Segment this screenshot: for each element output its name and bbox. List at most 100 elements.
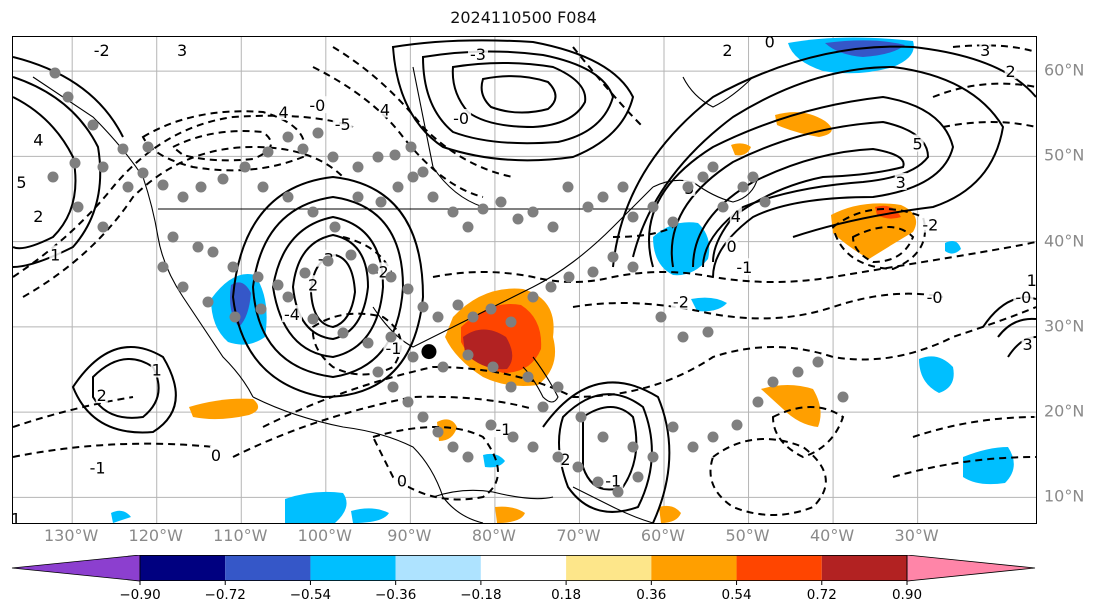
station-dot xyxy=(402,283,414,295)
station-dot xyxy=(372,151,384,163)
contour-label-bg xyxy=(307,96,328,114)
station-dot xyxy=(677,331,689,343)
contour-label: 4 xyxy=(33,130,43,149)
contour-label-bg xyxy=(15,172,28,190)
colorbar-tick-label: −0.72 xyxy=(204,587,246,603)
station-dot xyxy=(607,251,619,263)
station-dot xyxy=(462,349,474,361)
contour-label-bg xyxy=(1013,288,1034,306)
contour-label: 0 xyxy=(211,446,221,465)
station-dot xyxy=(597,431,609,443)
colorbar-extend-high xyxy=(906,555,1036,582)
contour-label-bg xyxy=(49,245,62,263)
colorbar-tick-label: 0.90 xyxy=(891,587,923,603)
station-dot xyxy=(72,201,84,213)
contour-label-bg xyxy=(920,215,941,233)
station-dot xyxy=(262,146,274,158)
station-dot xyxy=(667,216,679,228)
station-dot xyxy=(217,173,229,185)
latitude-label: 50°N xyxy=(1044,145,1085,165)
station-dot xyxy=(255,303,267,315)
longitude-label: 80°W xyxy=(471,526,516,545)
solid-contours xyxy=(13,39,1036,523)
station-dot xyxy=(157,179,169,191)
colorbar-tick-label: 0.72 xyxy=(806,587,837,603)
station-dot xyxy=(329,221,341,233)
station-dot xyxy=(487,361,499,373)
station-dot xyxy=(69,157,81,169)
contour-label-bg xyxy=(729,207,742,225)
station-dot xyxy=(137,167,149,179)
contour-label-bg xyxy=(894,172,907,190)
station-dot xyxy=(177,281,189,293)
latitude-label: 60°N xyxy=(1044,60,1085,80)
contour-label: 1 xyxy=(152,361,162,380)
contour-label: -2 xyxy=(94,41,110,60)
station-dot xyxy=(257,181,269,193)
colorbar-segment xyxy=(395,555,481,581)
storm-center-marker xyxy=(421,344,437,360)
station-dot xyxy=(297,143,309,155)
contour-label: -3 xyxy=(470,45,486,64)
station-dot xyxy=(627,261,639,273)
station-dots xyxy=(47,67,849,498)
contour-label-bg xyxy=(911,134,924,152)
station-dot xyxy=(552,381,564,393)
station-dot xyxy=(427,191,439,203)
station-dot xyxy=(327,151,339,163)
station-dot xyxy=(202,296,214,308)
station-dot xyxy=(627,211,639,223)
station-dot xyxy=(167,231,179,243)
longitude-label: 100°W xyxy=(297,526,352,545)
colorbar-tick-label: 0.54 xyxy=(721,587,752,603)
station-dot xyxy=(87,119,99,131)
longitude-label: 90°W xyxy=(387,526,432,545)
station-dot xyxy=(752,396,764,408)
contour-label-bg xyxy=(282,305,302,323)
station-dot xyxy=(385,331,397,343)
colorbar-tick-label: −0.90 xyxy=(119,587,161,603)
colorbar-segment xyxy=(225,555,311,581)
contour-label-bg xyxy=(924,288,945,306)
station-dot xyxy=(759,196,771,208)
station-dot xyxy=(647,451,659,463)
contour-label: -1 xyxy=(605,471,621,490)
station-dot xyxy=(392,181,404,193)
longitude-label: 120°W xyxy=(128,526,183,545)
contour-label-bg xyxy=(451,109,472,126)
station-dot xyxy=(229,311,241,323)
station-dot xyxy=(707,431,719,443)
map-panel: -23-04-54-3-020324521-4-32-2-121-10-10-1… xyxy=(12,36,1037,524)
station-dot xyxy=(407,351,419,363)
station-dot xyxy=(345,249,357,261)
contour-label-bg xyxy=(150,360,163,378)
station-dot xyxy=(417,166,429,178)
contour-label-bg xyxy=(468,45,488,63)
station-dot xyxy=(587,266,599,278)
contour-label-bg xyxy=(209,445,222,463)
colorbar-segment xyxy=(651,555,737,581)
station-dot xyxy=(447,441,459,453)
longitude-label: 130°W xyxy=(43,526,99,545)
station-dot xyxy=(47,171,59,183)
station-dot xyxy=(177,191,189,203)
contour-label: -1 xyxy=(385,339,401,358)
station-dot xyxy=(697,171,709,183)
station-dot xyxy=(702,326,714,338)
station-dot xyxy=(387,381,399,393)
station-dot xyxy=(527,206,539,218)
station-dot xyxy=(462,221,474,233)
station-dot xyxy=(485,303,497,315)
station-dot xyxy=(495,196,507,208)
station-dot xyxy=(737,181,749,193)
station-dot xyxy=(62,91,74,103)
station-dot xyxy=(572,461,584,473)
station-dot xyxy=(452,299,464,311)
station-dot xyxy=(707,161,719,173)
colorbar-segment xyxy=(140,555,226,581)
colorbar-outline xyxy=(139,555,908,581)
station-dot xyxy=(417,411,429,423)
contour-label-bg xyxy=(379,100,391,118)
station-dot xyxy=(812,356,824,368)
contour-label: 4 xyxy=(278,103,288,122)
